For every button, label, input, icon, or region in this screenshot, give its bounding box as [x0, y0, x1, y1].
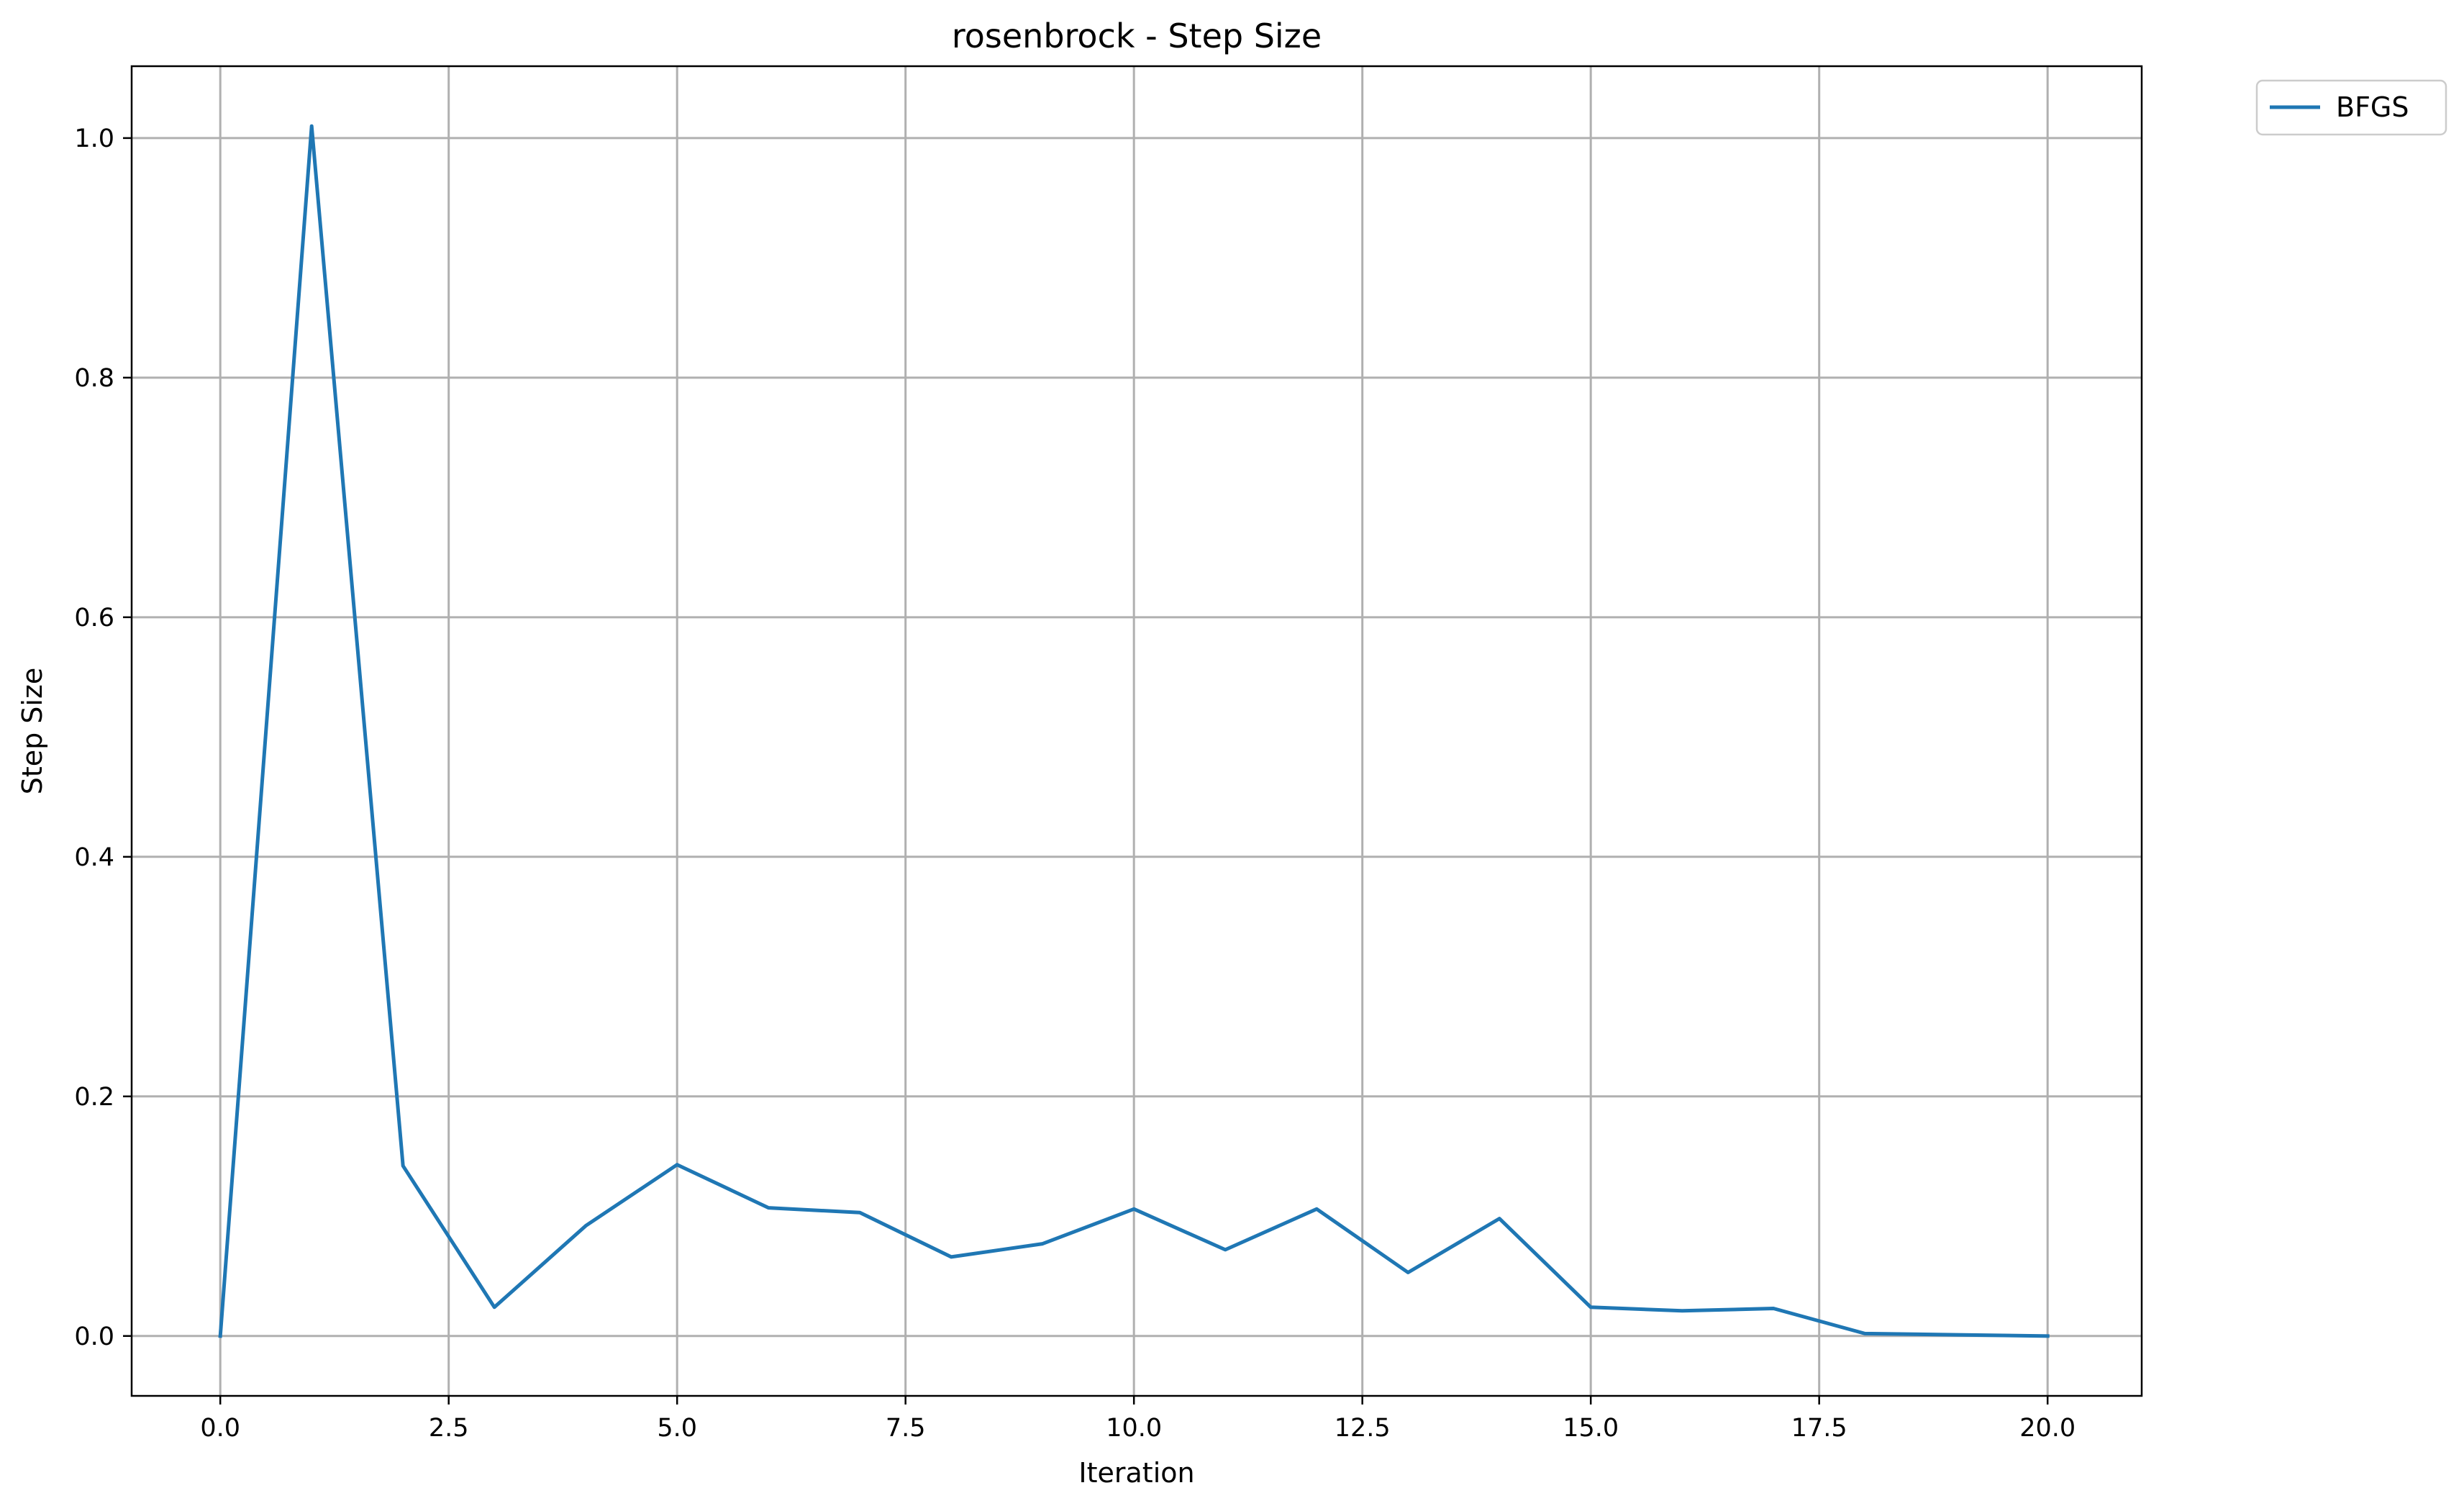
x-axis-label: Iteration — [1078, 1457, 1194, 1489]
x-tick-label: 15.0 — [1563, 1414, 1619, 1443]
x-tick-label: 0.0 — [200, 1414, 240, 1443]
x-tick-label: 5.0 — [657, 1414, 697, 1443]
legend: BFGS — [2255, 79, 2447, 136]
y-tick-label: 1.0 — [74, 124, 114, 153]
y-tick-label: 0.6 — [74, 604, 114, 632]
x-tick-label: 12.5 — [1335, 1414, 1391, 1443]
y-tick-label: 0.0 — [74, 1322, 114, 1351]
grid — [132, 66, 2142, 1396]
x-tick-label: 10.0 — [1106, 1414, 1162, 1443]
chart-title: rosenbrock - Step Size — [952, 17, 1322, 55]
y-tick-label: 0.2 — [74, 1083, 114, 1112]
x-tick-label: 2.5 — [429, 1414, 469, 1443]
plot-area-frame — [130, 65, 2143, 1397]
legend-box — [2255, 79, 2447, 136]
x-tick-label: 17.5 — [1791, 1414, 1847, 1443]
legend-label-bfgs: BFGS — [2336, 91, 2409, 123]
y-tick-label: 0.4 — [74, 843, 114, 872]
x-axis-ticks: 0.0 2.5 5.0 7.5 10.0 12.5 15.0 17.5 20.0 — [200, 1396, 2076, 1443]
series-line-bfgs — [218, 124, 2050, 1338]
series-layer — [218, 124, 2050, 1338]
x-tick-label: 7.5 — [886, 1414, 926, 1443]
y-tick-label: 0.8 — [74, 364, 114, 393]
y-axis-ticks: 0.0 0.2 0.4 0.6 0.8 1.0 — [74, 124, 132, 1351]
y-axis-label: Step Size — [17, 668, 48, 795]
x-tick-label: 20.0 — [2019, 1414, 2076, 1443]
